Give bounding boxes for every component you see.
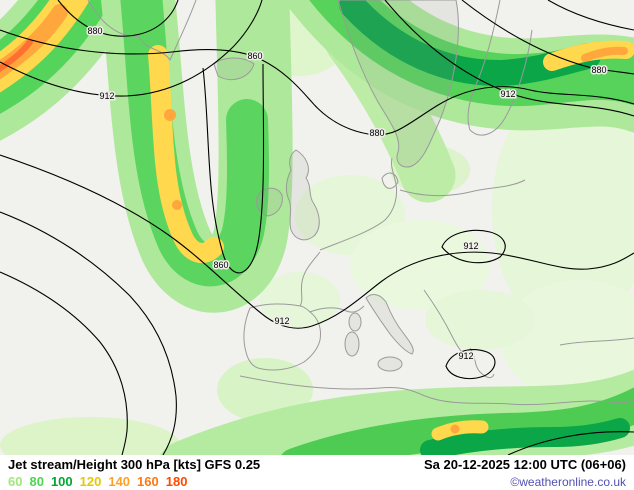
copyright-link[interactable]: ©weatheronline.co.uk	[510, 475, 626, 489]
map-canvas: 880 860 912 880 912 880 860 912 912 912	[0, 0, 634, 455]
contour-label: 860	[247, 51, 262, 61]
wind-speed-legend: 60 80 100 120 140 160 180	[8, 474, 187, 490]
contour-label: 880	[591, 65, 606, 75]
map-timestamp: Sa 20-12-2025 12:00 UTC (06+06)	[424, 457, 626, 472]
north-sea-coast	[319, 157, 398, 251]
height-contours	[0, 0, 634, 455]
contour-label: 860	[213, 260, 228, 270]
contour-labels: 880 860 912 880 912 880 860 912 912 912	[86, 25, 608, 363]
contour-label: 912	[274, 316, 289, 326]
legend-value-60: 60	[8, 474, 23, 489]
jet-shading	[0, 0, 634, 455]
legend-value-80: 80	[29, 474, 44, 489]
map-footer: Jet stream/Height 300 hPa [kts] GFS 0.25…	[0, 455, 634, 490]
sardinia-coast	[344, 331, 360, 357]
finland-coast	[467, 0, 533, 136]
denmark-coast	[381, 172, 399, 189]
sicily-coast	[377, 356, 403, 372]
legend-value-140: 140	[108, 474, 131, 489]
contour-label: 912	[463, 241, 478, 251]
great-britain-coast	[285, 149, 320, 241]
jet-stream-map: 880 860 912 880 912 880 860 912 912 912	[0, 0, 634, 455]
contour-label: 912	[99, 91, 114, 101]
contour-label: 880	[369, 128, 384, 138]
legend-value-160: 160	[137, 474, 159, 489]
map-title: Jet stream/Height 300 hPa [kts] GFS 0.25	[8, 457, 261, 472]
turkey-coast	[559, 337, 634, 346]
contour-label: 912	[500, 89, 515, 99]
greece-coast	[469, 347, 495, 379]
contour-label: 880	[87, 26, 102, 36]
legend-value-120: 120	[79, 474, 102, 489]
baltic-coast	[399, 179, 526, 197]
greenland-coast	[87, 0, 197, 62]
coastlines	[87, 0, 634, 406]
italy-coast	[365, 294, 414, 355]
legend-value-180: 180	[165, 474, 188, 489]
scandinavia-coast	[337, 0, 459, 168]
adriatic-coast	[423, 289, 471, 361]
north-africa-coast	[239, 375, 634, 406]
contour-label: 912	[458, 351, 473, 361]
iceland-coast	[213, 57, 255, 80]
legend-value-100: 100	[50, 474, 73, 489]
corsica-coast	[348, 312, 362, 332]
